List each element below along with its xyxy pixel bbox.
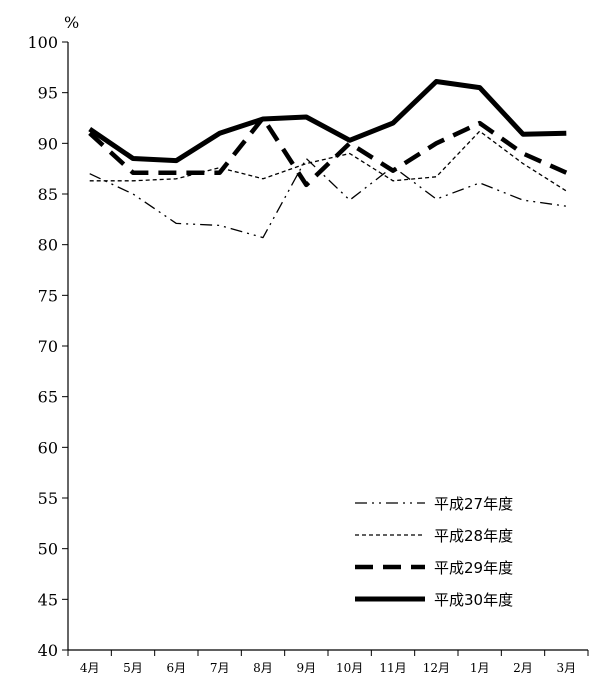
- y-tick-label: 50: [38, 540, 58, 559]
- x-tick-label: 3月: [557, 661, 577, 675]
- x-tick-label: 9月: [297, 661, 317, 675]
- y-tick-label: 90: [38, 134, 58, 153]
- x-tick-label: 8月: [253, 661, 273, 675]
- y-tick-label: 70: [38, 337, 58, 356]
- series-line-4: [88, 79, 567, 164]
- x-tick-label: 5月: [123, 661, 143, 675]
- y-axis-ticks: 100 95 90 85 80 75 70 65 60 55 50 45 40: [27, 33, 68, 660]
- x-tick-label: 10月: [336, 661, 363, 675]
- x-axis-ticks: 4月 5月 6月 7月 8月 9月 10月 11月 12月 1月 2月 3月: [67, 650, 589, 675]
- y-tick-label: 55: [38, 489, 58, 508]
- y-tick-label: 40: [38, 641, 58, 660]
- series-line-2: [89, 130, 567, 192]
- legend-label-1: 平成27年度: [434, 495, 513, 513]
- x-tick-label: 2月: [513, 661, 533, 675]
- x-tick-label: 1月: [470, 661, 490, 675]
- legend-label-2: 平成28年度: [434, 527, 513, 545]
- series-line-1: [89, 157, 567, 239]
- x-tick-label: 4月: [80, 661, 100, 675]
- x-tick-label: 12月: [423, 661, 450, 675]
- y-axis-unit-label: %: [64, 13, 79, 32]
- x-tick-label: 11月: [379, 661, 406, 675]
- y-tick-label: 100: [27, 33, 58, 52]
- y-tick-label: 95: [38, 84, 58, 103]
- y-tick-label: 80: [38, 236, 58, 255]
- legend-label-4: 平成30年度: [434, 591, 513, 609]
- series-line-3: [88, 115, 568, 188]
- y-tick-label: 45: [38, 590, 58, 609]
- series-lines: [88, 79, 568, 239]
- x-tick-label: 6月: [167, 661, 187, 675]
- x-tick-label: 7月: [210, 661, 230, 675]
- y-tick-label: 60: [38, 438, 58, 457]
- legend-label-3: 平成29年度: [434, 559, 513, 577]
- y-tick-label: 65: [38, 388, 58, 407]
- y-tick-label: 75: [38, 286, 58, 305]
- y-tick-label: 85: [38, 185, 58, 204]
